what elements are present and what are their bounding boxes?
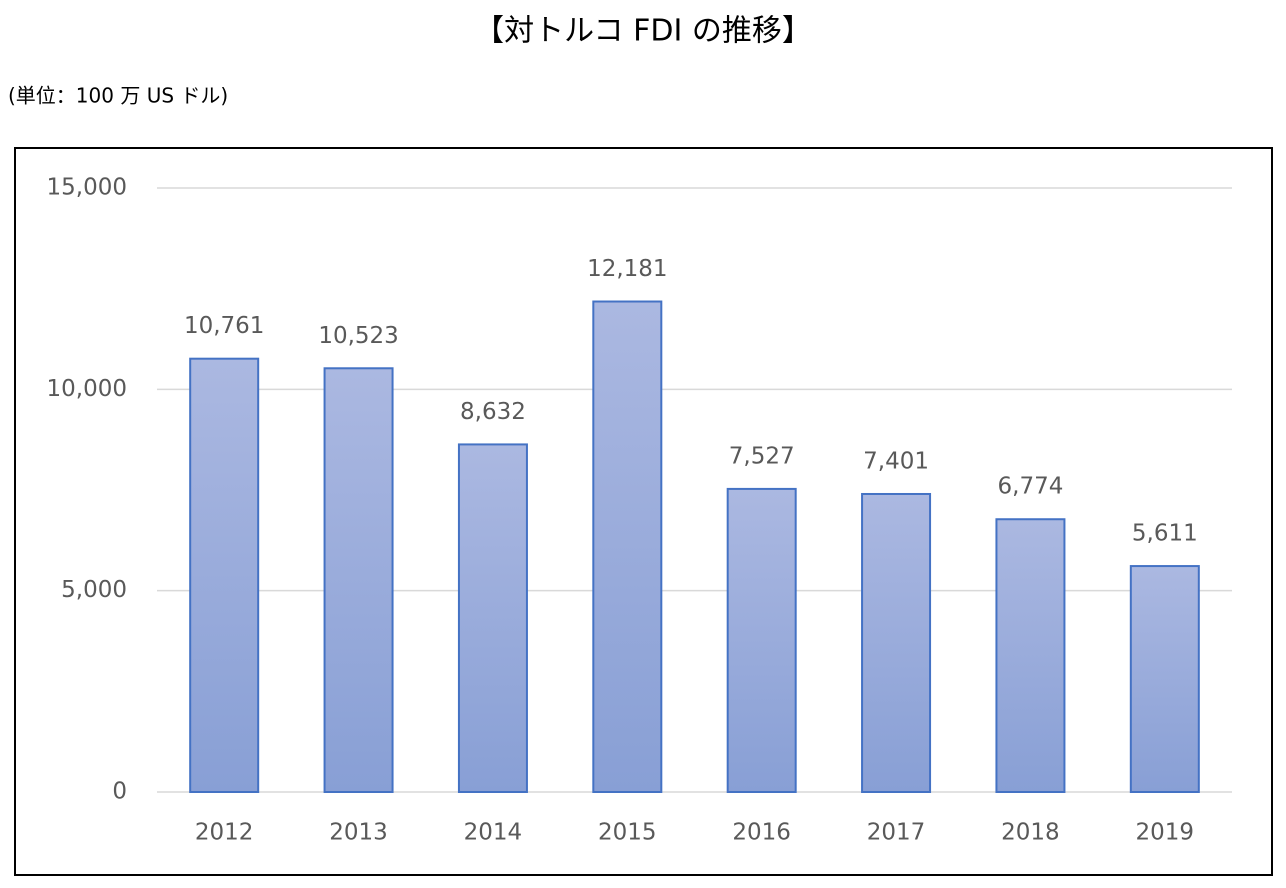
- y-tick-label: 15,000: [47, 175, 127, 201]
- chart-frame: [14, 147, 1273, 876]
- x-tick-label: 2018: [1001, 820, 1060, 846]
- bar: [726, 487, 797, 793]
- y-tick-label: 0: [112, 779, 127, 805]
- value-label: 7,401: [863, 448, 929, 474]
- bar: [1129, 565, 1200, 793]
- x-tick-label: 2015: [598, 820, 657, 846]
- bar: [189, 357, 260, 793]
- x-tick-label: 2017: [867, 820, 926, 846]
- value-label: 10,761: [184, 313, 264, 339]
- x-tick-label: 2016: [732, 820, 791, 846]
- value-label: 10,523: [318, 323, 398, 349]
- value-label: 8,632: [460, 399, 526, 425]
- x-tick-label: 2013: [329, 820, 388, 846]
- chart-title: 【対トルコ FDI の推移】: [474, 14, 812, 49]
- x-tick-label: 2012: [195, 820, 254, 846]
- y-tick-label: 10,000: [47, 376, 127, 402]
- value-label: 5,611: [1132, 521, 1198, 547]
- bar: [323, 367, 394, 793]
- bar: [592, 300, 663, 793]
- bar: [457, 443, 528, 793]
- y-tick-label: 5,000: [61, 577, 127, 603]
- bar: [995, 518, 1066, 793]
- chart-subtitle: (単位：100 万 US ドル): [8, 84, 228, 108]
- x-tick-label: 2014: [464, 820, 523, 846]
- value-label: 7,527: [729, 443, 795, 469]
- value-label: 6,774: [998, 474, 1064, 500]
- bar: [861, 492, 932, 793]
- x-tick-label: 2019: [1136, 820, 1195, 846]
- value-label: 12,181: [587, 256, 667, 282]
